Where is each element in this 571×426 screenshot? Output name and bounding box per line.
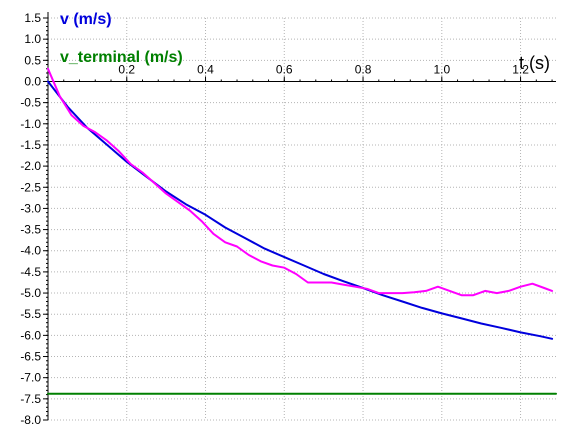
y-tick-label: -5.0 (20, 286, 41, 300)
y-tick-label: -6.0 (20, 328, 41, 342)
y-tick-label: -6.5 (20, 350, 41, 364)
y-tick-label: -2.5 (20, 180, 41, 194)
series-line-measured (47, 67, 554, 297)
y-tick-label: -7.0 (20, 371, 41, 385)
x-tick-label: 0.8 (355, 62, 372, 76)
y-tick-label: 0.5 (24, 53, 41, 67)
y-tick-label: 1.0 (24, 32, 41, 46)
y-tick-label: 0.0 (24, 74, 41, 88)
axes (43, 12, 556, 421)
series-lines (47, 67, 557, 395)
legend-entry-v: v (m/s) (60, 11, 112, 28)
x-tick-label: 0.6 (276, 62, 293, 76)
y-tick-label: -3.5 (20, 223, 41, 237)
y-tick-label: -4.5 (20, 265, 41, 279)
x-tick-label: 1.0 (433, 62, 450, 76)
legend-entry-v-terminal: v_terminal (m/s) (60, 49, 183, 66)
y-tick-label: -1.5 (20, 138, 41, 152)
x-axis-title: t (s) (519, 53, 550, 73)
y-tick-label: -5.5 (20, 307, 41, 321)
y-tick-labels: 1.5 1.0 0.5 0.0 -0.5 -1.0 -1.5 -2.0 -2.5 -3.0 -3.5… (20, 11, 41, 426)
x-tick-label: 0.4 (197, 62, 214, 76)
y-tick-label: -7.5 (20, 392, 41, 406)
x-tick-labels: 0.2 0.4 0.6 0.8 1.0 1.2 (118, 62, 529, 76)
y-tick-label: 1.5 (24, 11, 41, 25)
y-tick-label: -3.0 (20, 201, 41, 215)
x-tick-label: 1.2 (512, 62, 529, 76)
y-tick-label: -4.0 (20, 244, 41, 258)
y-tick-label: -8.0 (20, 413, 41, 426)
y-tick-label: -0.5 (20, 96, 41, 110)
y-tick-label: -1.0 (20, 117, 41, 131)
x-tick-label: 0.2 (118, 62, 135, 76)
y-tick-label: -2.0 (20, 159, 41, 173)
